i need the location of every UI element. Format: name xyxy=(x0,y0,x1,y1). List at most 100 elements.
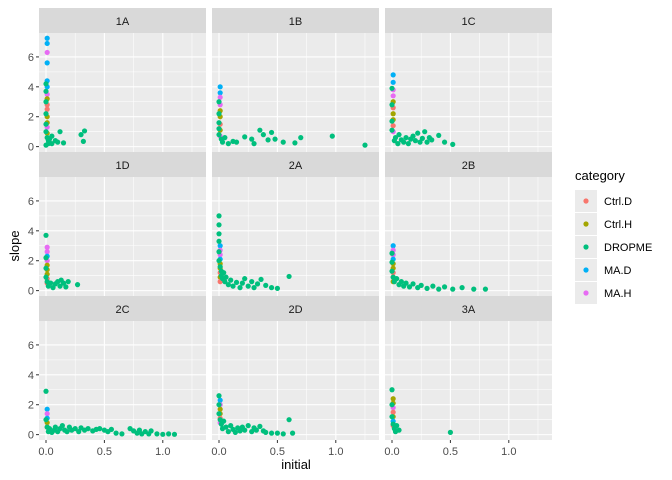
data-point xyxy=(403,135,409,141)
data-point xyxy=(450,286,456,292)
x-tick-label: 0.0 xyxy=(211,446,226,458)
legend-swatch xyxy=(583,221,589,227)
facet-1B: 1B xyxy=(212,8,379,152)
y-tick-label: 4 xyxy=(28,370,34,382)
panel-background xyxy=(39,177,206,296)
x-tick-label: 0.5 xyxy=(97,446,112,458)
legend-label: Ctrl.H xyxy=(604,219,632,231)
data-point xyxy=(43,388,49,394)
panel-background xyxy=(385,177,552,296)
data-point xyxy=(394,423,400,429)
facet-strip xyxy=(39,152,206,177)
data-point xyxy=(394,276,400,282)
data-point xyxy=(447,429,453,435)
data-point xyxy=(242,134,248,140)
data-point xyxy=(398,279,404,285)
facet-1C: 1C xyxy=(385,8,552,152)
x-tick-label: 0.5 xyxy=(270,446,285,458)
data-point xyxy=(396,427,402,433)
data-point xyxy=(43,255,49,261)
facet-panels: 1A 1B 1C 1D 2A 2B 2C 2D 3A xyxy=(39,8,552,440)
data-point xyxy=(57,283,63,289)
data-point xyxy=(450,141,456,147)
data-point xyxy=(390,79,396,85)
y-axis-title: slope xyxy=(7,230,22,261)
y-tick-label: 2 xyxy=(28,256,34,268)
data-point xyxy=(63,284,69,290)
data-point xyxy=(217,90,223,96)
facet-strip-label: 3A xyxy=(462,304,476,316)
data-point xyxy=(216,402,222,408)
data-point xyxy=(81,128,88,134)
data-point xyxy=(97,426,103,432)
facet-strip-label: 1A xyxy=(116,16,130,28)
data-point xyxy=(225,282,231,288)
data-point xyxy=(237,428,243,434)
data-point xyxy=(265,137,271,143)
data-point xyxy=(44,35,50,41)
facet-strip xyxy=(39,296,206,321)
data-point xyxy=(108,426,115,432)
data-point xyxy=(389,414,395,420)
data-point xyxy=(48,280,54,286)
data-point xyxy=(280,431,286,437)
data-point xyxy=(292,140,298,146)
data-point xyxy=(396,132,402,138)
facet-strip-label: 2B xyxy=(462,160,475,172)
data-point xyxy=(389,102,395,108)
data-point xyxy=(43,232,49,238)
data-point xyxy=(49,141,55,147)
data-point xyxy=(274,285,280,291)
data-point xyxy=(43,81,49,87)
legend-item: MA.H xyxy=(575,282,632,304)
data-point xyxy=(44,106,50,112)
data-point xyxy=(216,238,222,244)
legend-swatch xyxy=(583,267,589,273)
data-point xyxy=(390,243,396,249)
data-point xyxy=(216,231,222,237)
data-point xyxy=(286,417,292,423)
data-point xyxy=(405,141,411,147)
facet-strip xyxy=(385,296,552,321)
data-point xyxy=(249,279,255,285)
data-point xyxy=(43,99,49,105)
data-point xyxy=(390,396,396,402)
data-point xyxy=(80,138,86,144)
data-point xyxy=(221,270,227,276)
data-point xyxy=(239,280,245,286)
data-point xyxy=(78,132,84,138)
data-point xyxy=(160,431,166,437)
data-point xyxy=(171,431,178,437)
data-point xyxy=(44,60,50,66)
facet-strip-label: 2C xyxy=(115,304,129,316)
x-tick-label: 1.0 xyxy=(328,446,343,458)
data-point xyxy=(392,135,399,141)
facet-strip xyxy=(212,296,379,321)
data-point xyxy=(412,138,418,144)
data-point xyxy=(471,286,477,292)
facet-1D: 1D xyxy=(39,152,206,296)
data-point xyxy=(228,277,234,283)
data-point xyxy=(245,423,251,429)
data-point xyxy=(216,249,222,255)
data-point xyxy=(223,424,229,430)
data-point xyxy=(43,274,49,280)
data-point xyxy=(329,133,335,139)
data-point xyxy=(268,129,275,136)
data-point xyxy=(230,283,236,289)
data-point xyxy=(233,279,240,285)
data-point xyxy=(390,72,396,78)
data-point xyxy=(216,213,222,219)
legend-label: MA.D xyxy=(604,265,632,277)
y-tick-label: 4 xyxy=(28,82,34,94)
data-point xyxy=(49,133,55,139)
data-point xyxy=(113,430,119,436)
data-point xyxy=(43,142,49,148)
data-point xyxy=(389,118,395,124)
data-point xyxy=(257,423,263,429)
data-point xyxy=(436,286,442,292)
data-point xyxy=(216,120,222,126)
x-axis-title: initial xyxy=(281,457,311,472)
data-point xyxy=(119,431,125,437)
